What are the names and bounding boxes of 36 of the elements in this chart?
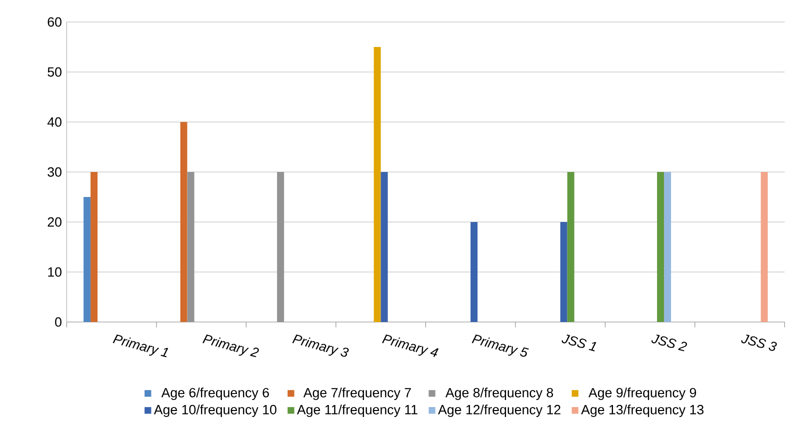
x-tick-label: JSS 1 bbox=[562, 334, 596, 352]
y-tick-label: 0 bbox=[55, 317, 62, 327]
bar bbox=[277, 172, 284, 322]
legend-label: Age 10/frequency 10 bbox=[154, 404, 276, 417]
legend-label: Age 7/frequency 7 bbox=[303, 388, 411, 400]
x-tick-label: Primary 3 bbox=[292, 334, 349, 357]
y-tick-label: 40 bbox=[47, 117, 62, 127]
x-tick-label: Primary 2 bbox=[202, 334, 259, 358]
legend-label: Age 8/frequency 8 bbox=[445, 388, 554, 400]
bar bbox=[380, 172, 388, 322]
bar bbox=[567, 172, 574, 322]
y-tick-label: 20 bbox=[48, 217, 62, 227]
bar bbox=[374, 46, 381, 322]
bar bbox=[90, 172, 98, 322]
y-tick-label: 50 bbox=[48, 67, 62, 77]
legend-label: Age 11/frequency 11 bbox=[296, 404, 418, 417]
y-tick-label: 30 bbox=[48, 167, 62, 177]
bar bbox=[470, 222, 478, 322]
bar bbox=[187, 172, 194, 322]
legend-label: Age 6/frequency 6 bbox=[161, 388, 269, 400]
legend-label: Age 9/frequency 9 bbox=[588, 388, 696, 400]
legend-label: Age 12/frequency 12 bbox=[438, 404, 560, 417]
legend-label: Age 13/frequency 13 bbox=[581, 404, 704, 417]
bar bbox=[180, 122, 188, 322]
x-tick-label: Primary 1 bbox=[112, 334, 168, 358]
y-tick-label: 60 bbox=[48, 17, 62, 27]
x-tick-label: JSS 3 bbox=[741, 334, 777, 351]
x-tick-label: JSS 2 bbox=[651, 334, 688, 352]
x-tick-label: Primary 4 bbox=[382, 334, 439, 357]
bar bbox=[760, 172, 768, 322]
bar bbox=[84, 196, 91, 322]
bar bbox=[560, 222, 568, 322]
x-tick-label: Primary 5 bbox=[472, 334, 529, 357]
bar bbox=[657, 172, 664, 322]
y-tick-label: 10 bbox=[48, 267, 62, 277]
bar bbox=[664, 172, 672, 322]
